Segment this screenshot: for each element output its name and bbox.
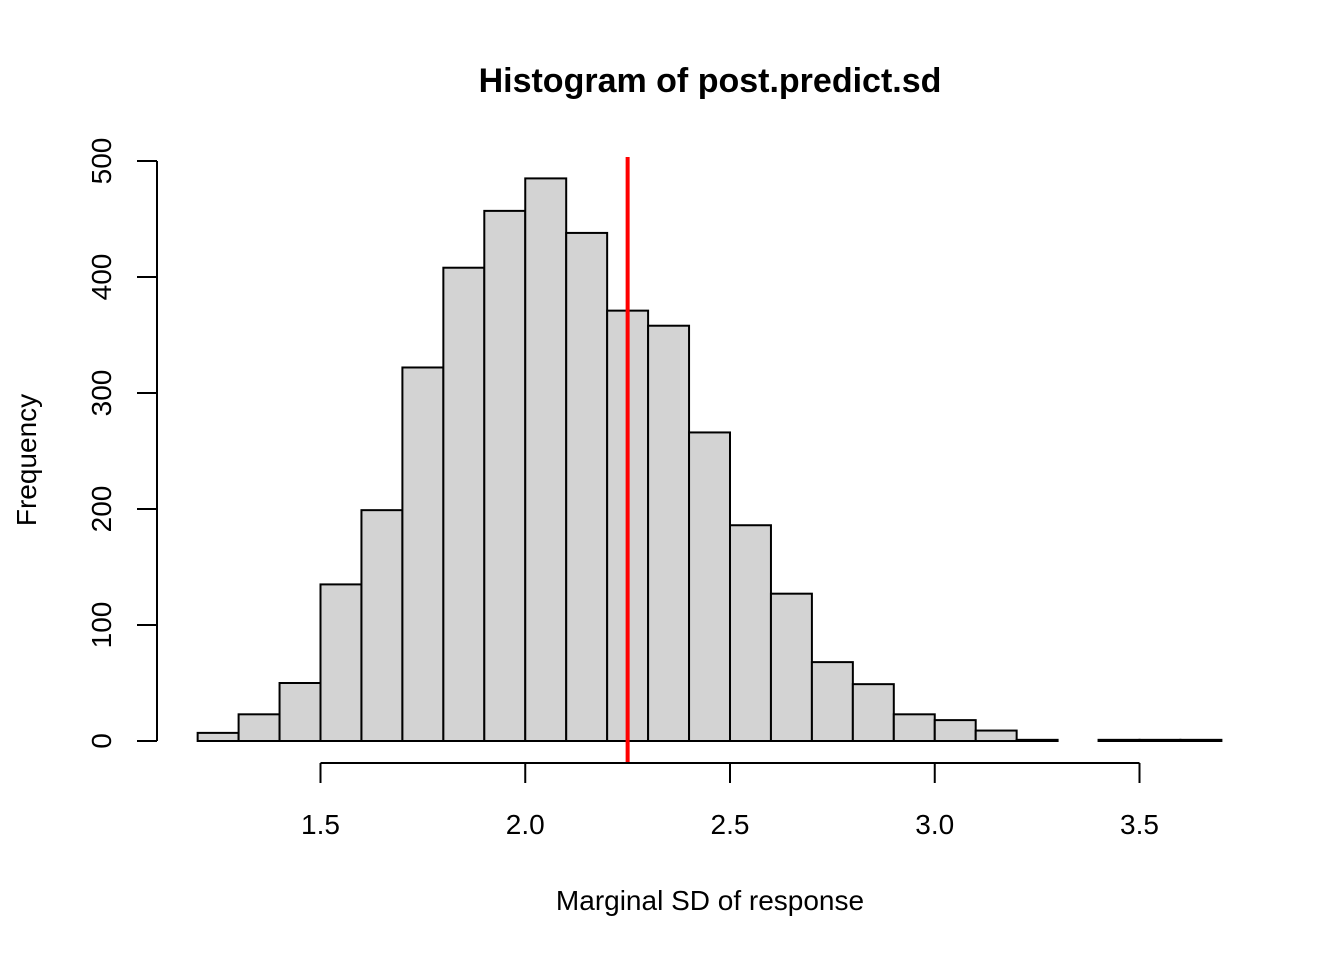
y-tick-label: 100 [86, 602, 117, 649]
histogram-bar [565, 231, 609, 742]
histogram-bar [769, 592, 813, 742]
x-axis-label: Marginal SD of response [556, 885, 864, 916]
histogram-bar [360, 509, 404, 742]
histogram-bar [1138, 738, 1182, 743]
histogram-bar [524, 177, 568, 742]
y-tick-label: 300 [86, 370, 117, 417]
x-tick-label: 2.5 [711, 809, 750, 840]
x-tick-label: 3.5 [1120, 809, 1159, 840]
histogram-bar [278, 682, 322, 742]
histogram-bar [1179, 738, 1223, 743]
x-tick-label: 2.0 [506, 809, 545, 840]
y-tick-label: 0 [86, 733, 117, 749]
histogram-bar [319, 583, 363, 743]
y-axis-label: Frequency [11, 394, 42, 526]
y-axis: 0 100 200 300 400 500 [86, 138, 158, 749]
x-tick-label: 3.0 [915, 809, 954, 840]
histogram-bar [892, 713, 936, 743]
x-axis: 1.5 2.0 2.5 3.0 3.5 [301, 762, 1159, 840]
y-tick-label: 500 [86, 138, 117, 185]
histogram-bar [729, 524, 772, 742]
x-tick-label: 1.5 [301, 809, 340, 840]
chart-title: Histogram of post.predict.sd [479, 62, 942, 100]
bars-group [196, 177, 1223, 743]
y-tick-label: 400 [86, 254, 117, 301]
histogram-bar [196, 731, 240, 743]
histogram-bar [974, 729, 1018, 742]
histogram-bar [647, 324, 691, 742]
histogram-bar [1097, 738, 1141, 743]
histogram-bar [483, 209, 527, 742]
histogram-bar [933, 719, 977, 742]
histogram-bar [810, 661, 854, 742]
histogram-bar [688, 431, 731, 742]
histogram-bar [442, 266, 486, 742]
histogram-bar [851, 683, 895, 742]
histogram-bar [401, 366, 445, 742]
histogram-bar [237, 713, 281, 743]
histogram-bar [1015, 738, 1059, 743]
y-tick-label: 200 [86, 486, 117, 533]
